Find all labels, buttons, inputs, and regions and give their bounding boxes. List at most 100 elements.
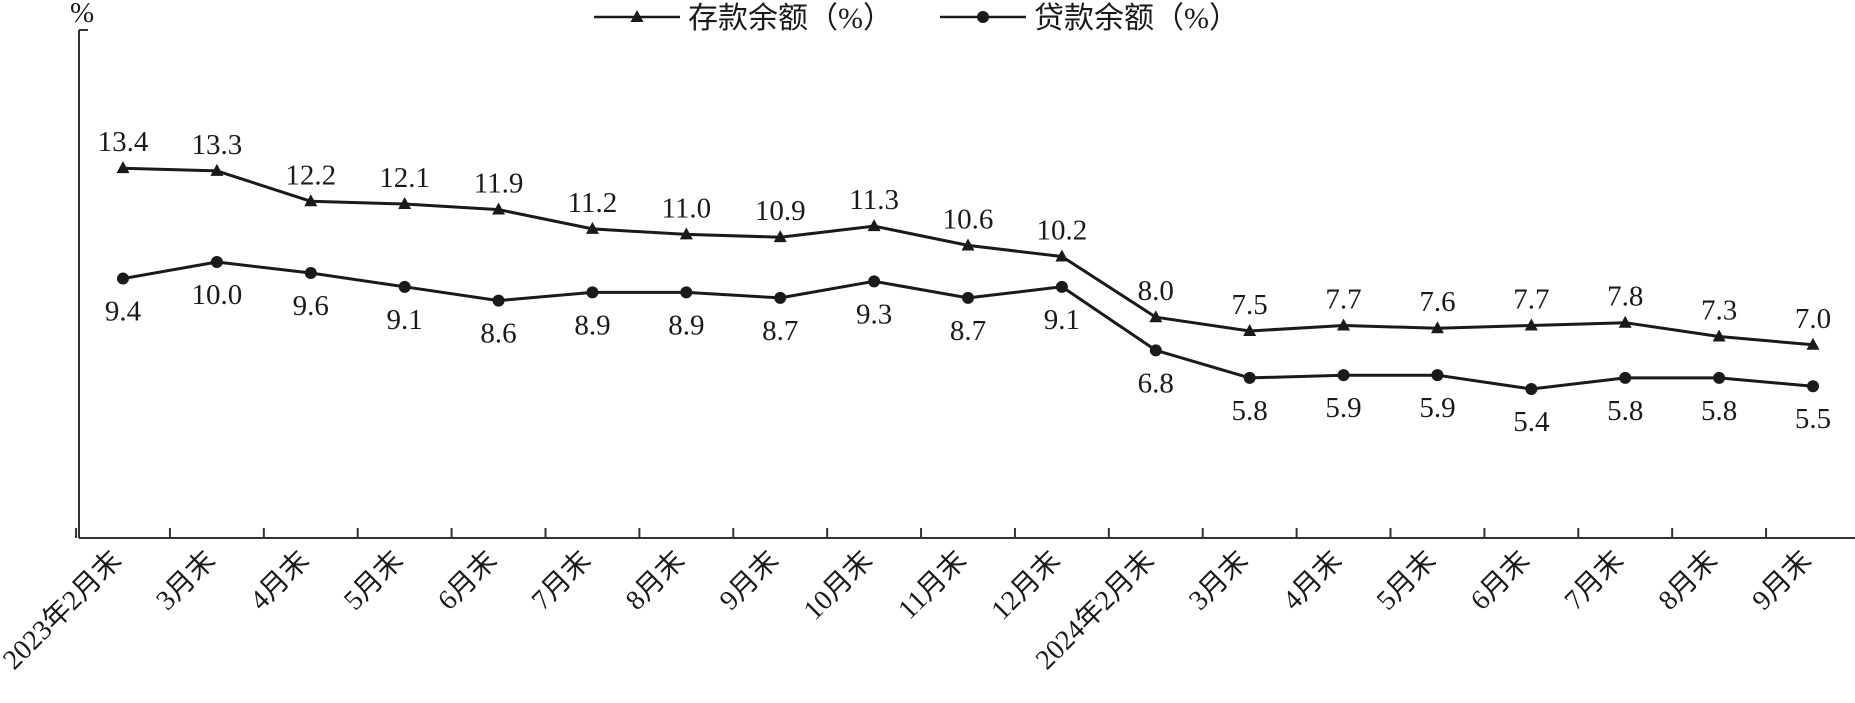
- x-tick-label: 4月末: [244, 544, 316, 616]
- deposit-data-label: 13.3: [192, 129, 243, 161]
- loan-point-marker: [492, 294, 505, 307]
- deposit-point-marker: [210, 163, 224, 176]
- deposit-point-marker: [1712, 329, 1726, 342]
- deposit-data-label: 11.9: [474, 168, 524, 200]
- loan-point-marker: [304, 267, 317, 280]
- deposit-point-marker: [585, 221, 599, 234]
- loan-data-label: 9.3: [856, 298, 892, 330]
- deposit-data-label: 11.2: [568, 187, 618, 219]
- deposit-data-label: 7.5: [1232, 289, 1268, 321]
- x-tick-label: 3月末: [1182, 544, 1254, 616]
- deposit-data-label: 7.3: [1701, 295, 1737, 327]
- deposit-point-marker: [116, 161, 130, 174]
- x-tick-label: 3月末: [150, 544, 222, 616]
- loan-point-marker: [398, 280, 411, 293]
- deposit-data-label: 10.6: [943, 203, 994, 235]
- deposit-data-label: 10.9: [755, 195, 806, 227]
- deposit-data-label: 8.0: [1138, 275, 1174, 307]
- legend-loan-label: 贷款余额（%）: [1034, 2, 1239, 35]
- loan-data-label: 9.6: [293, 290, 329, 322]
- deposit-point-marker: [1524, 318, 1538, 331]
- x-tick-label: 2023年2月末: [0, 544, 128, 676]
- legend-deposit-triangle-marker: [630, 10, 644, 22]
- deposit-data-label: 7.0: [1795, 303, 1831, 335]
- deposit-data-label: 7.7: [1325, 283, 1361, 315]
- deposit-point-marker: [1243, 324, 1257, 336]
- loan-point-marker: [586, 286, 599, 299]
- loan-data-label: 8.7: [950, 315, 986, 347]
- legend-deposit-label: 存款余额（%）: [688, 2, 893, 35]
- deposit-data-label: 7.8: [1607, 281, 1643, 313]
- deposit-data-label: 7.6: [1419, 286, 1455, 318]
- loan-data-label: 5.8: [1607, 395, 1643, 427]
- loan-data-label: 8.9: [668, 309, 704, 341]
- loan-point-marker: [680, 286, 693, 299]
- deposit-data-label: 11.3: [849, 184, 899, 216]
- deposit-data-label: 10.2: [1037, 214, 1088, 246]
- loan-data-label: 5.8: [1701, 395, 1737, 427]
- deposit-point-marker: [398, 197, 412, 210]
- axes: [78, 29, 1855, 539]
- deposit-point-marker: [961, 238, 975, 251]
- loan-point-marker: [1525, 382, 1538, 395]
- loan-data-label: 10.0: [192, 279, 243, 311]
- loan-point-marker: [1243, 371, 1256, 384]
- deposit-point-marker: [679, 227, 693, 240]
- x-tick-label: 6月末: [431, 544, 503, 616]
- deposit-point-marker: [1618, 315, 1632, 328]
- loan-data-label: 8.6: [480, 318, 516, 350]
- loan-data-label: 5.4: [1513, 406, 1550, 438]
- deposit-data-label: 7.7: [1513, 283, 1549, 315]
- x-tick-label: 11月末: [892, 544, 973, 625]
- legend: 存款余额（%） 贷款余额（%）: [594, 2, 1239, 35]
- x-tick-label: 5月末: [1370, 544, 1442, 616]
- loan-data-label: 5.8: [1232, 395, 1268, 427]
- loan-point-marker: [1337, 369, 1350, 382]
- x-tick-label: 12月末: [985, 544, 1067, 626]
- x-tick-label: 5月末: [337, 544, 409, 616]
- loan-data-label: 9.4: [105, 296, 142, 328]
- loan-point-marker: [1713, 371, 1726, 384]
- loan-data-label: 9.1: [1044, 304, 1080, 336]
- x-tick-label: 8月末: [619, 544, 691, 616]
- loan-point-marker: [1619, 371, 1632, 384]
- deposit-data-label: 13.4: [98, 126, 149, 158]
- deposit-data-label: 12.2: [285, 159, 336, 191]
- deposit-point-marker: [1055, 249, 1069, 262]
- loan-point-marker: [117, 272, 129, 285]
- deposit-data-label: 11.0: [661, 192, 711, 224]
- loan-point-marker: [962, 291, 974, 304]
- deposit-point-marker: [773, 230, 787, 243]
- loan-point-marker: [1055, 280, 1068, 293]
- loan-data-label: 9.1: [387, 304, 423, 336]
- deposit-point-marker: [867, 219, 881, 232]
- x-tick-label: 4月末: [1276, 544, 1348, 616]
- x-tick-label: 7月末: [1558, 544, 1630, 616]
- loan-data-label: 5.9: [1325, 392, 1361, 424]
- deposit-point-marker: [1430, 321, 1444, 334]
- x-tick-label: 9月末: [1746, 544, 1818, 616]
- loan-point-marker: [1149, 344, 1162, 357]
- loan-point-marker: [774, 291, 787, 304]
- loan-data-label: 8.7: [762, 315, 798, 347]
- loan-data-label: 8.9: [574, 309, 610, 341]
- x-tick-label: 10月末: [797, 544, 879, 626]
- deposit-point-marker: [1806, 337, 1820, 350]
- x-axis-ticks: 2023年2月末 3月末 4月末 5月末 6月末 7月末 8月末 9月末 10月末 11月末 12月…: [0, 528, 1818, 676]
- loan-point-marker: [868, 275, 881, 288]
- series-group: 13.4 13.3 12.2 12.1 11.9 11.2 11.0 10.9 11.3 10.6…: [98, 126, 1832, 438]
- loan-data-label: 6.8: [1138, 367, 1174, 399]
- deposit-data-label: 12.1: [379, 162, 430, 194]
- x-tick-label: 8月末: [1652, 544, 1724, 616]
- deposit-point-marker: [304, 194, 318, 207]
- loan-data-label: 5.9: [1419, 392, 1455, 424]
- legend-loan-circle-marker: [977, 11, 989, 23]
- y-axis-unit-label: %: [70, 0, 94, 29]
- deposit-point-marker: [1337, 318, 1351, 331]
- deposit-point-marker: [1149, 310, 1163, 323]
- deposit-point-marker: [492, 202, 506, 215]
- x-tick-label: 7月末: [525, 544, 597, 616]
- loan-point-marker: [1807, 380, 1819, 393]
- x-tick-label: 9月末: [713, 544, 785, 616]
